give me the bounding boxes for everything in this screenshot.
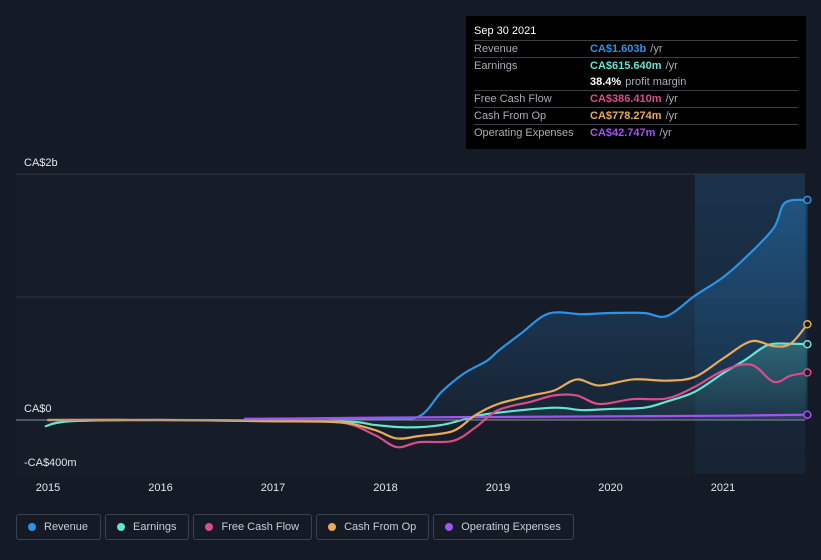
x-tick-label: 2015 (36, 482, 60, 494)
x-tick-label: 2020 (598, 482, 622, 494)
tooltip-label (474, 74, 590, 90)
tooltip-row: Cash From Op CA$778.274m/yr (474, 107, 798, 124)
chart-legend: Revenue Earnings Free Cash Flow Cash From O… (16, 514, 574, 540)
tooltip-unit: /yr (665, 93, 678, 105)
tooltip-value: CA$615.640m (590, 60, 662, 72)
tooltip-row: Operating Expenses CA$42.747m/yr (474, 124, 798, 141)
legend-label: Earnings (133, 521, 177, 533)
x-tick-label: 2021 (711, 482, 735, 494)
y-tick-label: CA$2b (24, 157, 58, 169)
tooltip-row: Earnings CA$615.640m/yr (474, 57, 798, 74)
tooltip-value: CA$386.410m (590, 93, 662, 105)
legend-item-earnings[interactable]: Earnings (105, 514, 190, 540)
x-tick-label: 2018 (373, 482, 397, 494)
chart-area: CA$2b CA$0 -CA$400m 2015 2016 2017 2018 2019 202… (16, 157, 812, 494)
tooltip-label: Cash From Op (474, 110, 547, 122)
tooltip-row: Revenue CA$1.603b/yr (474, 40, 798, 57)
operating-expenses-line (243, 413, 809, 420)
legend-item-revenue[interactable]: Revenue (16, 514, 102, 540)
tooltip-date: Sep 30 2021 (474, 25, 537, 37)
tooltip-unit: /yr (650, 43, 663, 55)
tooltip-value: CA$1.603b (590, 43, 647, 55)
tooltip-label: Free Cash Flow (474, 93, 552, 105)
legend-label: Cash From Op (344, 521, 417, 533)
tooltip-label: Revenue (474, 43, 519, 55)
tooltip-label: Earnings (474, 60, 518, 72)
revenue-line (328, 198, 809, 421)
y-tick-label: -CA$400m (24, 457, 77, 469)
legend-label: Free Cash Flow (221, 521, 300, 533)
revenue-end-marker (803, 195, 812, 205)
tooltip-unit: /yr (665, 110, 678, 122)
legend-item-free-cash-flow[interactable]: Free Cash Flow (193, 514, 313, 540)
x-tick-label: 2017 (261, 482, 285, 494)
legend-dot-icon (117, 523, 126, 531)
tooltip-value: CA$778.274m (590, 110, 662, 122)
free-cash-flow-end-marker (803, 368, 812, 377)
x-tick-label: 2016 (148, 482, 172, 494)
legend-dot-icon (28, 523, 36, 531)
operating-expenses-end-marker (803, 410, 812, 419)
tooltip-value: 38.4% (590, 76, 622, 88)
legend-label: Revenue (44, 521, 89, 533)
tooltip-unit: profit margin (625, 76, 687, 88)
tooltip-row: Free Cash Flow CA$386.410m/yr (474, 90, 798, 107)
x-tick-label: 2019 (486, 482, 510, 494)
tooltip-row: 38.4% profit margin (474, 74, 798, 90)
earnings-end-marker (803, 339, 812, 349)
y-tick-label: CA$0 (24, 403, 52, 415)
legend-item-cash-from-op[interactable]: Cash From Op (316, 514, 430, 540)
legend-dot-icon (328, 523, 337, 531)
cash-from-op-line (46, 323, 809, 440)
tooltip-unit: /yr (665, 60, 678, 72)
tooltip-label: Operating Expenses (474, 127, 574, 139)
tooltip-unit: /yr (659, 127, 672, 139)
legend-item-operating-expenses[interactable]: Operating Expenses (433, 514, 574, 540)
data-tooltip: Sep 30 2021 Revenue CA$1.603b/yr Earnings C… (466, 16, 806, 149)
revenue-area (329, 199, 808, 420)
legend-dot-icon (445, 523, 454, 531)
legend-dot-icon (205, 523, 214, 531)
legend-label: Operating Expenses (461, 521, 561, 533)
cash-from-op-end-marker (803, 320, 812, 329)
tooltip-value: CA$42.747m (590, 127, 656, 139)
